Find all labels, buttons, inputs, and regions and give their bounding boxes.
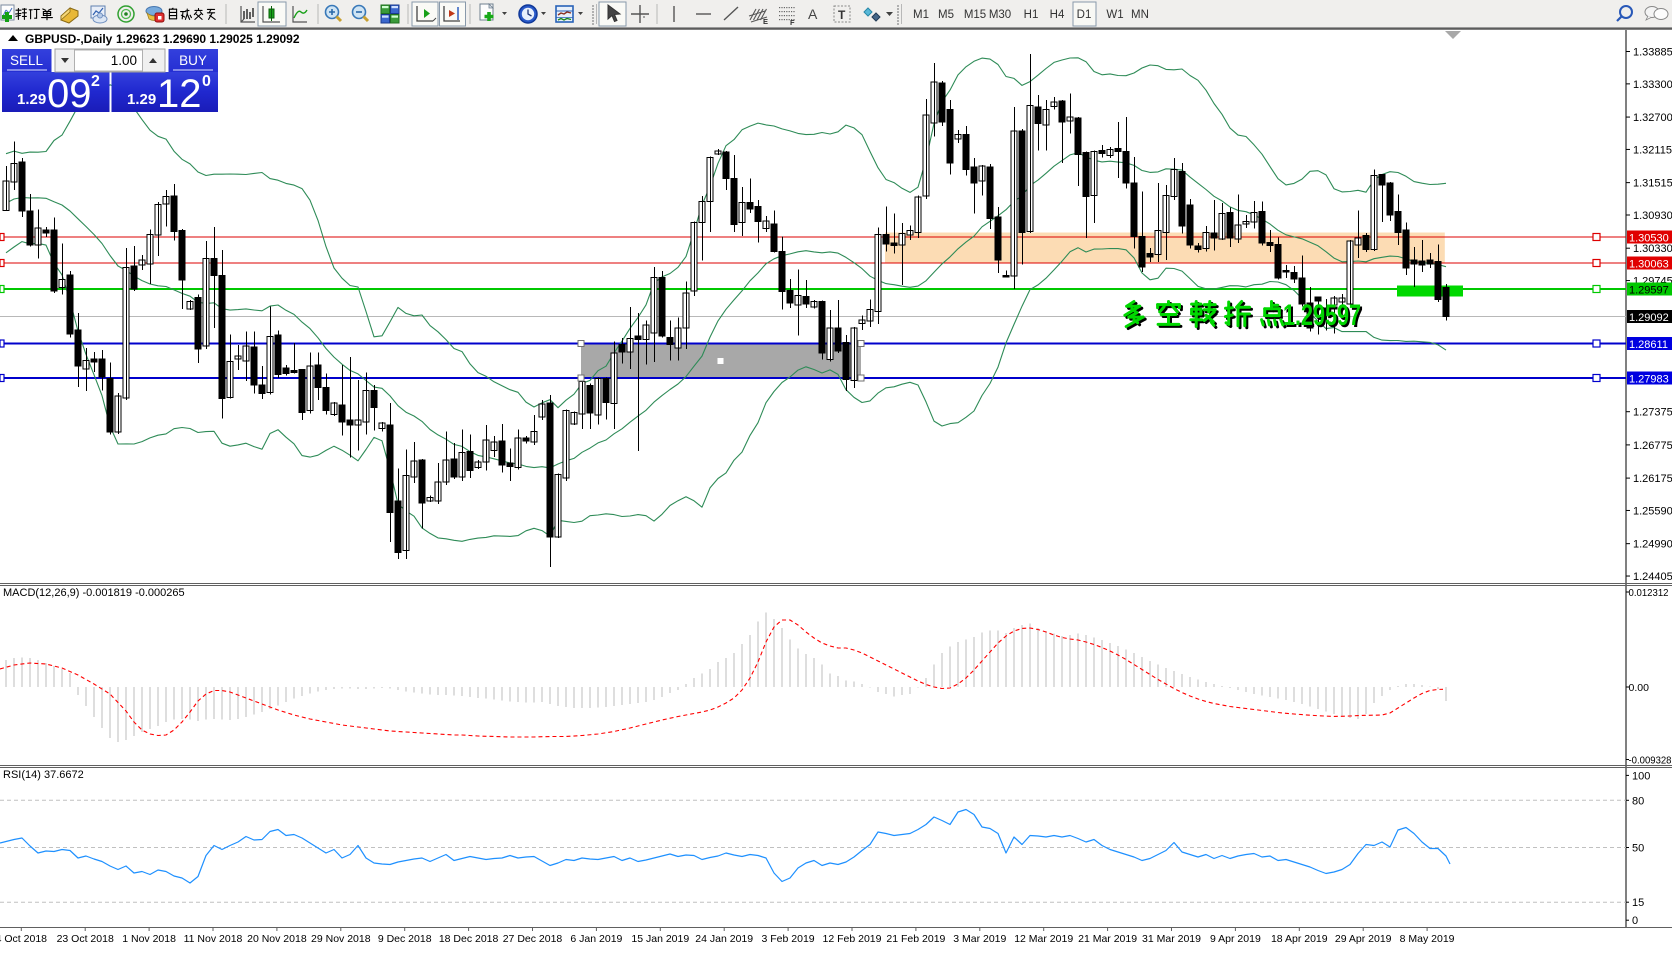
svg-text:1.33885: 1.33885 [1633, 47, 1672, 59]
svg-text:1.24405: 1.24405 [1633, 571, 1672, 583]
svg-text:1.27375: 1.27375 [1633, 407, 1672, 419]
svg-text:0.00: 0.00 [1629, 682, 1650, 694]
svg-text:1.30930: 1.30930 [1633, 210, 1672, 222]
svg-text:1.30330: 1.30330 [1633, 243, 1672, 255]
svg-text:1.28611: 1.28611 [1629, 339, 1668, 351]
svg-text:-0.009328: -0.009328 [1629, 755, 1672, 767]
svg-text:1.26175: 1.26175 [1633, 473, 1672, 485]
svg-text:18 Dec 2018: 18 Dec 2018 [439, 933, 499, 945]
svg-text:1.29597: 1.29597 [1283, 299, 1361, 332]
svg-text:1.26775: 1.26775 [1633, 440, 1672, 452]
svg-text:80: 80 [1632, 795, 1644, 807]
svg-text:20 Nov 2018: 20 Nov 2018 [247, 933, 307, 945]
svg-text:1.29092: 1.29092 [1629, 312, 1669, 324]
svg-text:W1: W1 [1106, 9, 1123, 21]
svg-text:H4: H4 [1050, 9, 1065, 21]
svg-text:12: 12 [157, 72, 202, 116]
svg-text:1.24990: 1.24990 [1633, 539, 1672, 551]
svg-text:9 Apr 2019: 9 Apr 2019 [1210, 933, 1261, 945]
svg-text:9 Dec 2018: 9 Dec 2018 [378, 933, 432, 945]
svg-text:50: 50 [1632, 843, 1644, 855]
svg-text:3 Mar 2019: 3 Mar 2019 [953, 933, 1006, 945]
svg-text:1.27983: 1.27983 [1629, 374, 1669, 386]
svg-text:24 Jan 2019: 24 Jan 2019 [695, 933, 753, 945]
svg-text:M1: M1 [913, 9, 929, 21]
svg-text:MACD(12,26,9) -0.001819 -0.000: MACD(12,26,9) -0.001819 -0.000265 [3, 587, 185, 599]
svg-text:18 Apr 2019: 18 Apr 2019 [1271, 933, 1328, 945]
svg-text:21 Feb 2019: 21 Feb 2019 [886, 933, 945, 945]
svg-text:1.00: 1.00 [111, 53, 137, 68]
svg-text:3 Feb 2019: 3 Feb 2019 [762, 933, 815, 945]
svg-text:27 Dec 2018: 27 Dec 2018 [503, 933, 563, 945]
svg-text:1.31515: 1.31515 [1633, 178, 1672, 190]
svg-text:1.33300: 1.33300 [1633, 79, 1672, 91]
svg-text:MN: MN [1131, 9, 1149, 21]
svg-text:1.32115: 1.32115 [1633, 144, 1672, 156]
svg-text:1.29597: 1.29597 [1629, 285, 1669, 297]
svg-text:M5: M5 [938, 9, 954, 21]
svg-text:H1: H1 [1024, 9, 1039, 21]
svg-text:2: 2 [91, 73, 100, 90]
svg-text:RSI(14) 37.6672: RSI(14) 37.6672 [3, 769, 84, 781]
svg-text:E: E [763, 17, 768, 26]
svg-text:M30: M30 [989, 9, 1011, 21]
svg-text:6 Jan 2019: 6 Jan 2019 [570, 933, 622, 945]
svg-text:1.30063: 1.30063 [1629, 259, 1669, 271]
svg-text:1.25590: 1.25590 [1633, 505, 1672, 517]
svg-text:8 May 2019: 8 May 2019 [1400, 933, 1455, 945]
svg-text:21 Mar 2019: 21 Mar 2019 [1078, 933, 1137, 945]
svg-text:A: A [808, 6, 818, 22]
svg-text:29 Apr 2019: 29 Apr 2019 [1335, 933, 1392, 945]
svg-text:BUY: BUY [179, 53, 207, 68]
svg-text:11 Nov 2018: 11 Nov 2018 [184, 933, 243, 945]
svg-text:29 Nov 2018: 29 Nov 2018 [311, 933, 371, 945]
svg-text:D1: D1 [1077, 9, 1092, 21]
svg-text:T: T [838, 8, 846, 22]
svg-text:12 Mar 2019: 12 Mar 2019 [1014, 933, 1073, 945]
svg-text:F: F [790, 18, 795, 27]
svg-text:31 Mar 2019: 31 Mar 2019 [1142, 933, 1201, 945]
svg-text:1.29597: 1.29597 [1285, 301, 1363, 334]
svg-text:1.32700: 1.32700 [1633, 112, 1672, 124]
svg-text:1.30530: 1.30530 [1629, 233, 1669, 245]
svg-text:15 Jan 2019: 15 Jan 2019 [631, 933, 689, 945]
svg-text:0.012312: 0.012312 [1629, 587, 1669, 599]
svg-text:1.29: 1.29 [17, 91, 46, 108]
svg-text:23 Oct 2018: 23 Oct 2018 [57, 933, 114, 945]
svg-text:09: 09 [47, 72, 92, 116]
svg-text:12 Feb 2019: 12 Feb 2019 [823, 933, 882, 945]
svg-text:4 Oct 2018: 4 Oct 2018 [0, 933, 47, 945]
svg-text:M15: M15 [964, 9, 986, 21]
svg-text:15: 15 [1632, 897, 1644, 909]
svg-text:SELL: SELL [10, 53, 44, 68]
svg-text:1 Nov 2018: 1 Nov 2018 [122, 933, 176, 945]
svg-text:1.29: 1.29 [127, 91, 156, 108]
svg-text:1.29623 1.29690 1.29025 1.2909: 1.29623 1.29690 1.29025 1.29092 [116, 32, 300, 46]
svg-text:100: 100 [1632, 770, 1650, 782]
svg-text:0: 0 [1632, 915, 1638, 927]
svg-text:GBPUSD-,Daily: GBPUSD-,Daily [25, 32, 113, 46]
svg-text:0: 0 [202, 73, 211, 90]
